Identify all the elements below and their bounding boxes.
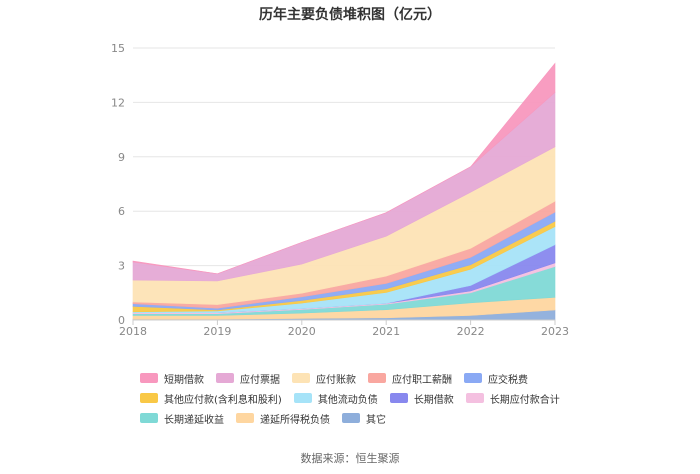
y-tick-label: 0 [118, 314, 125, 327]
x-tick-label: 2019 [203, 325, 231, 338]
legend-row: 其他应付款(含利息和股利) 其他流动负债 长期借款 长期应付款合计 [140, 388, 600, 408]
legend-item[interactable]: 应付账款 [292, 371, 356, 386]
legend-swatch [368, 373, 386, 383]
legend-label: 其他流动负债 [317, 394, 378, 406]
legend-swatch [216, 373, 234, 383]
legend-label: 其它 [366, 414, 386, 426]
legend-item[interactable]: 长期递延收益 [140, 411, 224, 426]
legend-swatch [342, 413, 360, 423]
legend-item[interactable]: 应付职工薪酬 [368, 371, 452, 386]
legend: 短期借款 应付票据 应付账款 应付职工薪酬 应交税费其他应付款(含利息和股利) 其他流动负… [140, 368, 600, 428]
y-tick-label: 15 [111, 42, 125, 55]
y-tick-label: 3 [118, 260, 125, 273]
y-tick-label: 9 [118, 151, 125, 164]
legend-swatch [140, 393, 158, 403]
legend-label: 应交税费 [488, 374, 528, 386]
legend-label: 递延所得税负债 [260, 414, 330, 426]
legend-swatch [465, 393, 484, 403]
legend-swatch [140, 373, 158, 383]
legend-item[interactable]: 递延所得税负债 [236, 411, 330, 426]
x-tick-label: 2018 [119, 325, 147, 338]
legend-row: 短期借款 应付票据 应付账款 应付职工薪酬 应交税费 [140, 368, 600, 388]
legend-label: 长期应付款合计 [489, 394, 560, 406]
legend-item[interactable]: 其他应付款(含利息和股利) [140, 391, 282, 406]
legend-item[interactable]: 其它 [342, 411, 386, 426]
legend-swatch [292, 373, 310, 383]
legend-item[interactable]: 应付票据 [216, 371, 280, 386]
x-tick-label: 2020 [288, 325, 316, 338]
x-tick-label: 2021 [372, 325, 400, 338]
source-note: 数据来源：恒生聚源 [300, 452, 400, 465]
x-tick-label: 2022 [457, 325, 485, 338]
legend-swatch [293, 393, 312, 403]
legend-swatch [140, 413, 158, 423]
legend-label: 长期借款 [413, 394, 454, 406]
legend-swatch [464, 373, 482, 383]
legend-swatch [236, 413, 254, 423]
legend-item[interactable]: 应交税费 [464, 371, 528, 386]
legend-label: 其他应付款(含利息和股利) [164, 394, 282, 406]
legend-label: 短期借款 [164, 374, 204, 386]
legend-label: 应付票据 [240, 374, 280, 386]
y-tick-label: 12 [111, 96, 125, 109]
legend-row: 长期递延收益 递延所得税负债 其它 [140, 408, 600, 428]
legend-label: 应付账款 [316, 374, 356, 386]
y-tick-label: 6 [118, 205, 125, 218]
legend-item[interactable]: 长期借款 [389, 391, 454, 406]
legend-label: 长期递延收益 [164, 414, 224, 426]
legend-item[interactable]: 短期借款 [140, 371, 204, 386]
chart-title: 历年主要负债堆积图（亿元） [259, 7, 441, 23]
x-tick-label: 2023 [541, 325, 569, 338]
legend-item[interactable]: 长期应付款合计 [465, 391, 560, 406]
legend-swatch [389, 393, 408, 403]
area-series-11 [132, 62, 556, 275]
legend-label: 应付职工薪酬 [392, 374, 452, 386]
legend-item[interactable]: 其他流动负债 [293, 391, 378, 406]
